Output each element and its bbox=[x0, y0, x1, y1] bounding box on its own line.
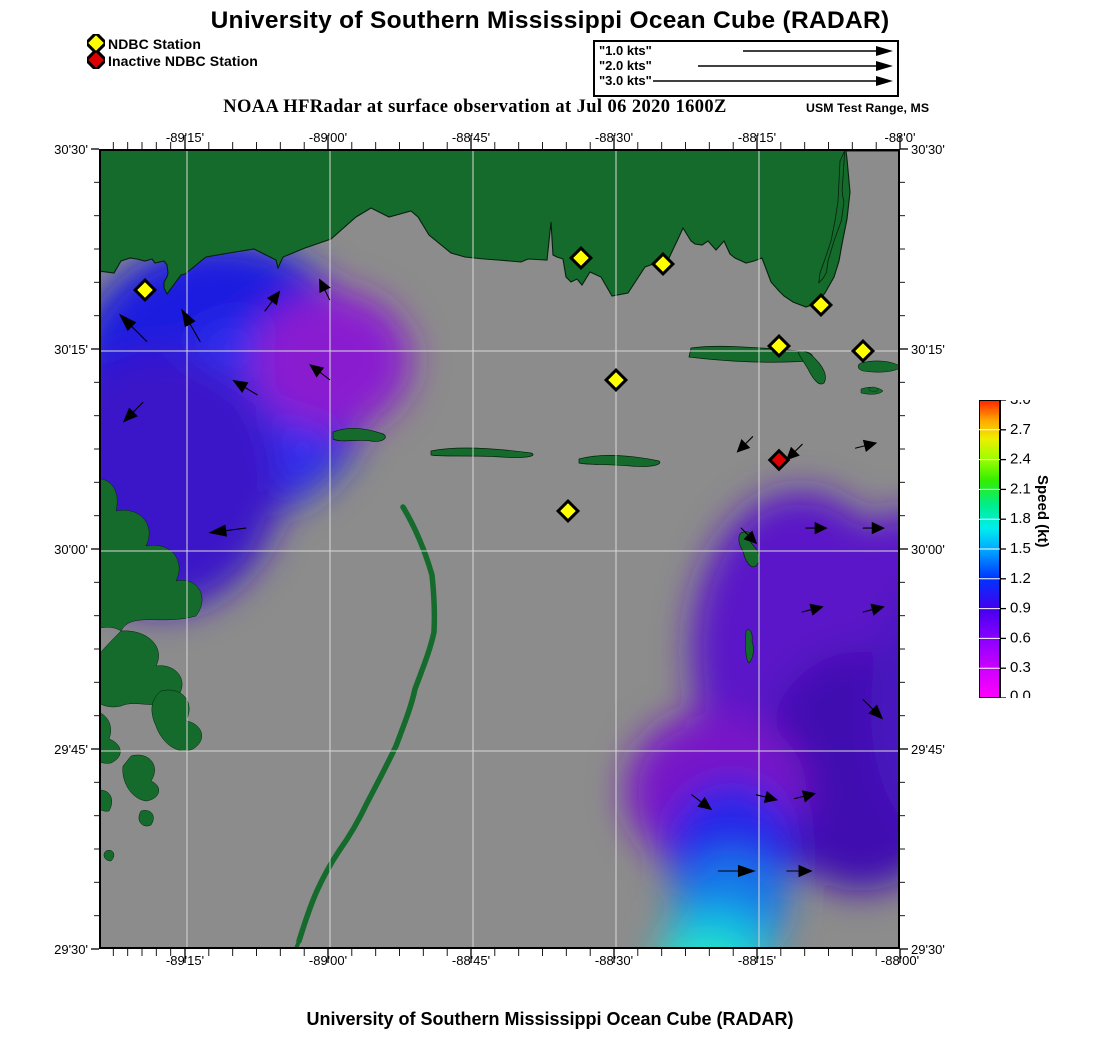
svg-text:30'15': 30'15' bbox=[911, 342, 945, 357]
svg-text:30'00': 30'00' bbox=[54, 542, 88, 557]
svg-text:29'30': 29'30' bbox=[911, 942, 945, 957]
svg-text:30'00': 30'00' bbox=[911, 542, 945, 557]
svg-text:30'15': 30'15' bbox=[54, 342, 88, 357]
svg-text:30'30': 30'30' bbox=[54, 142, 88, 157]
svg-text:29'30': 29'30' bbox=[54, 942, 88, 957]
svg-text:30'30': 30'30' bbox=[911, 142, 945, 157]
svg-text:29'45': 29'45' bbox=[54, 742, 88, 757]
svg-text:29'45': 29'45' bbox=[911, 742, 945, 757]
